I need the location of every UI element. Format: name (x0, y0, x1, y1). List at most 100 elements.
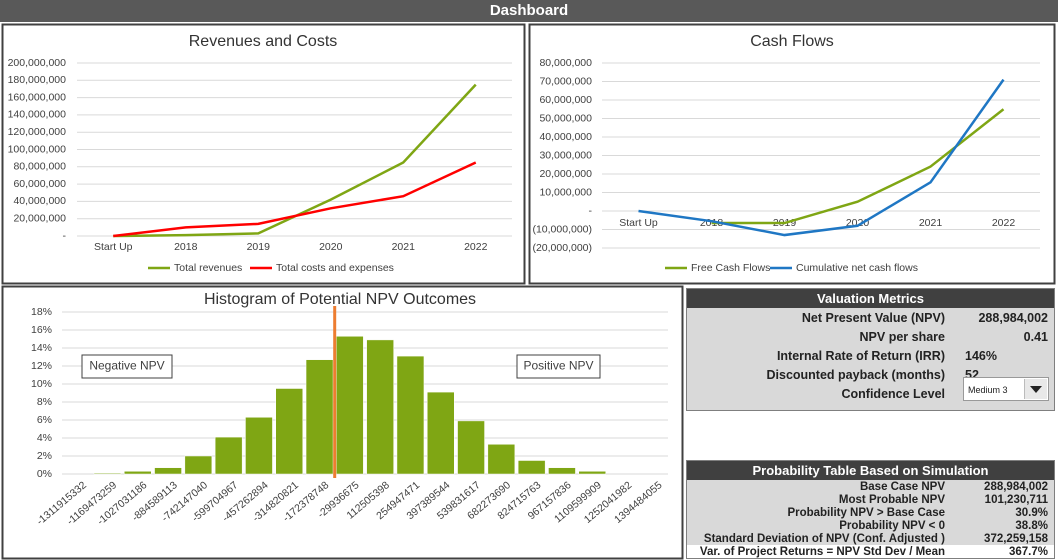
table-row: Probability NPV < 0 38.8% (687, 519, 1054, 532)
chart-frame (1, 23, 526, 285)
y-tick-label: 140,000,000 (8, 109, 67, 121)
bar (548, 467, 576, 475)
bar (336, 336, 364, 475)
row-label: Probability NPV < 0 (839, 519, 945, 532)
x-tick-label: Start Up (619, 217, 658, 229)
table-row: Probability NPV > Base Case 30.9% (687, 506, 1054, 519)
y-tick-label: 12% (31, 360, 52, 372)
y-tick-label: 30,000,000 (539, 149, 592, 161)
bar (214, 436, 243, 475)
bar (184, 455, 213, 475)
y-tick-label: (10,000,000) (532, 223, 592, 235)
bar (457, 420, 485, 475)
row-label: Internal Rate of Return (IRR) (776, 348, 945, 363)
y-tick-label: 60,000,000 (539, 94, 592, 106)
y-tick-label: 180,000,000 (8, 74, 67, 86)
table-row: Var. of Project Returns = NPV Std Dev / … (687, 545, 1054, 558)
table-row: Most Probable NPV 101,230,711 (687, 493, 1054, 506)
row-label: Standard Deviation of NPV (Conf. Adjuste… (703, 532, 945, 545)
y-tick-label: 80,000,000 (539, 57, 592, 69)
bar (427, 391, 455, 475)
y-tick-label: 100,000,000 (8, 143, 67, 155)
row-label: Discounted payback (months) (766, 367, 946, 382)
y-tick-label: 70,000,000 (539, 75, 592, 87)
y-tick-label: 200,000,000 (8, 57, 67, 69)
y-tick-label: 0% (37, 468, 52, 480)
y-tick-label: 10,000,000 (539, 186, 592, 198)
table-row: Standard Deviation of NPV (Conf. Adjuste… (687, 532, 1054, 545)
x-tick-label: 2022 (464, 241, 488, 253)
dropdown-button[interactable] (1024, 379, 1047, 399)
bar (396, 355, 425, 475)
x-tick-label: 2018 (174, 241, 198, 253)
annotation-box (516, 354, 601, 379)
x-tick-label: 2022 (992, 217, 1016, 229)
annotation-box (81, 354, 173, 379)
bar (93, 472, 122, 475)
y-tick-label: 8% (37, 396, 52, 408)
y-tick-label: 6% (37, 414, 52, 426)
table-title: Probability Table Based on Simulation (687, 461, 1054, 480)
x-tick-label: 2021 (919, 217, 943, 229)
valuation-table: Valuation Metrics Net Present Value (NPV… (686, 288, 1055, 411)
confidence-dropdown[interactable]: Medium 3 (963, 377, 1049, 401)
bar (154, 467, 182, 475)
row-value: 146% (965, 348, 997, 363)
row-value: 30.9% (1015, 506, 1048, 519)
bar (517, 460, 546, 475)
y-tick-label: 20,000,000 (539, 168, 592, 180)
row-label: Net Present Value (NPV) (801, 310, 945, 325)
table-row: Base Case NPV 288,984,002 (687, 480, 1054, 493)
row-label: NPV per share (859, 329, 945, 344)
row-value: 288,984,002 (978, 310, 1048, 325)
chart-title: Histogram of Potential NPV Outcomes (204, 291, 476, 308)
legend-label: Total costs and expenses (276, 262, 394, 274)
y-tick-label: 40,000,000 (13, 195, 66, 207)
bar (487, 444, 516, 475)
y-tick-label: - (63, 230, 67, 242)
y-tick-label: 50,000,000 (539, 112, 592, 124)
annotation: Positive NPV (523, 359, 593, 373)
probability-table: Probability Table Based on Simulation Ba… (686, 460, 1055, 559)
bar (275, 388, 303, 475)
chart-title: Cash Flows (750, 33, 834, 50)
table-row: Confidence Level (687, 384, 1054, 403)
legend-label: Cumulative net cash flows (796, 262, 918, 274)
bar (305, 359, 334, 475)
y-tick-label: 20,000,000 (13, 212, 66, 224)
chart-title: Revenues and Costs (189, 33, 338, 50)
legend-label: Total revenues (174, 262, 242, 274)
y-tick-label: 40,000,000 (539, 131, 592, 143)
table-row: Internal Rate of Return (IRR) 146% (687, 346, 1054, 365)
row-value: 38.8% (1015, 519, 1048, 532)
x-tick-label: 2019 (247, 241, 271, 253)
line-series (638, 78, 1005, 237)
y-tick-label: 160,000,000 (8, 91, 67, 103)
table-row: NPV per share 0.41 (687, 327, 1054, 346)
row-label: Confidence Level (841, 386, 946, 401)
y-tick-label: 80,000,000 (13, 161, 66, 173)
row-label: Most Probable NPV (838, 493, 945, 506)
y-tick-label: 2% (37, 450, 52, 462)
line-series (113, 161, 477, 238)
row-label: Probability NPV > Base Case (787, 506, 945, 519)
legend-label: Free Cash Flows (691, 262, 770, 274)
header-title: Dashboard (0, 0, 1058, 22)
x-tick-label: 2021 (392, 241, 416, 253)
bar (245, 417, 273, 475)
row-value: 372,259,158 (984, 532, 1048, 545)
row-value: 288,984,002 (984, 480, 1048, 493)
y-tick-label: 60,000,000 (13, 178, 66, 190)
row-label: Var. of Project Returns = NPV Std Dev / … (699, 545, 945, 558)
y-tick-label: 18% (31, 306, 52, 318)
chart-frame (528, 23, 1056, 285)
annotation: Negative NPV (89, 359, 164, 373)
y-tick-label: - (589, 205, 593, 217)
bar (578, 471, 606, 475)
row-value: 101,230,711 (984, 493, 1048, 506)
y-tick-label: 4% (37, 432, 52, 444)
row-value: 367.7% (1008, 545, 1048, 558)
y-tick-label: 16% (31, 324, 52, 336)
